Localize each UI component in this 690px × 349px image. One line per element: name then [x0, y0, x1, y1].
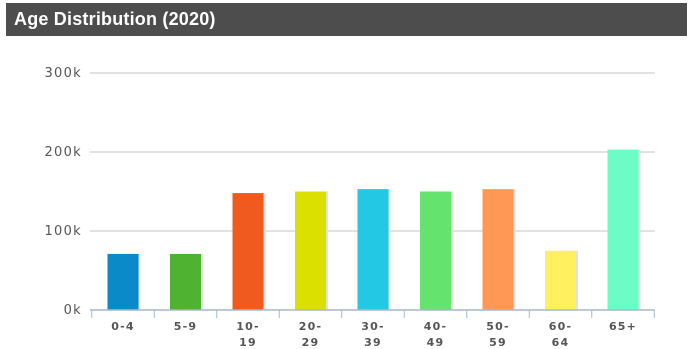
bar-shadow [451, 191, 453, 310]
x-tick-label: 20- [299, 320, 322, 333]
chart-title-bar: Age Distribution (2020) [6, 3, 687, 36]
x-tick-label: 65+ [609, 320, 637, 333]
y-tick-label: 300k [44, 66, 82, 81]
x-tick-label: 30- [361, 320, 384, 333]
x-tick-label: 50- [486, 320, 509, 333]
bar-shadow [576, 250, 578, 310]
x-tick-label-line2: 29 [302, 336, 320, 349]
x-tick-label: 40- [424, 320, 447, 333]
chart-title: Age Distribution (2020) [14, 9, 216, 29]
bar [357, 189, 389, 310]
bar-shadow [513, 189, 516, 310]
y-tick-label: 100k [44, 224, 82, 239]
x-tick-label: 0-4 [111, 320, 134, 333]
bar-shadow [388, 189, 391, 310]
x-tick-label: 5-9 [174, 320, 197, 333]
bar [170, 253, 201, 310]
x-tick-label-line2: 59 [489, 336, 507, 349]
bar [107, 253, 139, 310]
bar [482, 189, 514, 310]
x-tick-label-line2: 49 [427, 336, 445, 349]
bar [607, 149, 639, 310]
bar-shadow [263, 193, 266, 310]
bar-shadow [138, 253, 141, 310]
x-tick-label-line2: 64 [552, 336, 570, 349]
bar-shadow [326, 191, 328, 310]
bar [420, 191, 451, 310]
x-tick-label: 10- [236, 320, 259, 333]
x-tick-label-line2: 19 [239, 336, 257, 349]
y-tick-label: 0k [64, 303, 82, 318]
bar-shadow [638, 149, 641, 310]
bar [295, 191, 326, 310]
bar [545, 250, 576, 310]
y-tick-label: 200k [44, 145, 82, 160]
bar [232, 193, 264, 310]
bar-shadow [201, 253, 203, 310]
x-tick-label: 60- [549, 320, 572, 333]
x-tick-label-line2: 39 [364, 336, 382, 349]
